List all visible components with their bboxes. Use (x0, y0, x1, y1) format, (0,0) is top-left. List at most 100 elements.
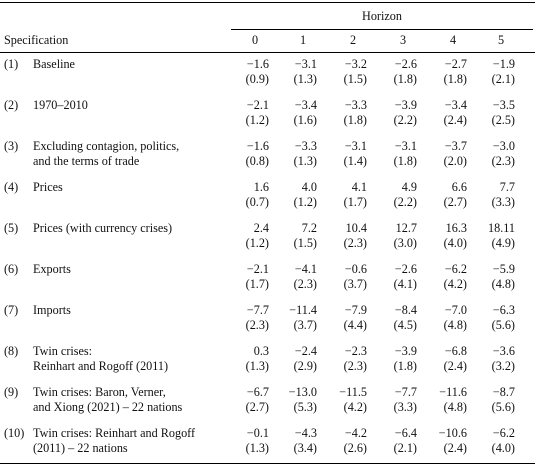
estimate-cell: −1.6 (246, 57, 269, 71)
estimate-cell: −2.1 (246, 98, 269, 112)
std-error-cell: (4.4) (343, 318, 367, 332)
row-number: (9) (4, 385, 19, 399)
row-label: Baseline (33, 57, 75, 72)
row-label-line: Reinhart and Rogoff (2011) (33, 359, 169, 373)
estimate-cell: 1.6 (253, 180, 269, 194)
estimate-cell: 16.3 (445, 221, 467, 235)
std-error-cell: (2.2) (393, 113, 417, 127)
row-label-line: 1970–2010 (33, 98, 88, 112)
horizon-col-header: 5 (497, 33, 505, 47)
std-error-cell: (4.8) (443, 318, 467, 332)
estimate-cell: 4.0 (301, 180, 317, 194)
std-error-cell: (2.4) (443, 359, 467, 373)
estimate-cell: −7.7 (246, 303, 269, 317)
estimate-cell: −4.1 (294, 262, 317, 276)
std-error-cell: (5.6) (491, 318, 515, 332)
estimate-cell: −11.6 (439, 385, 467, 399)
std-error-cell: (1.3) (293, 154, 317, 168)
estimate-cell: −2.6 (394, 57, 417, 71)
estimate-cell: −0.6 (344, 262, 367, 276)
std-error-cell: (2.1) (393, 441, 417, 455)
estimate-cell: −2.7 (444, 57, 467, 71)
top-rule (0, 2, 535, 3)
estimate-cell: −11.4 (289, 303, 317, 317)
estimate-cell: −6.2 (492, 426, 515, 440)
estimate-cell: −3.4 (294, 98, 317, 112)
row-number: (7) (4, 303, 19, 317)
estimate-cell: −2.3 (344, 344, 367, 358)
row-label-line: Twin crises: Baron, Verner, (33, 385, 166, 399)
estimate-cell: −3.1 (344, 139, 367, 153)
std-error-cell: (1.8) (443, 72, 467, 86)
estimate-cell: −2.1 (246, 262, 269, 276)
estimate-cell: 7.2 (301, 221, 317, 235)
table-row: (7) Imports −7.7 −11.4 −7.9 −8.4 −7.0 −6.3 (2.3)… (0, 299, 535, 333)
table-row: (6) Exports −2.1 −4.1 −0.6 −2.6 −6.2 −5.9 (1.7) (… (0, 258, 535, 292)
estimate-cell: −3.7 (444, 139, 467, 153)
std-error-cell: (3.2) (491, 359, 515, 373)
estimate-cell: −2.4 (294, 344, 317, 358)
table-row: (1) Baseline −1.6 −3.1 −3.2 −2.6 −2.7 −1.9 (0.9)… (0, 53, 535, 87)
row-number: (2) (4, 98, 19, 112)
estimate-cell: −1.9 (492, 57, 515, 71)
estimate-cell: −3.1 (394, 139, 417, 153)
row-label: Imports (33, 303, 71, 318)
estimate-cell: −7.7 (394, 385, 417, 399)
std-error-cell: (1.2) (293, 195, 317, 209)
row-number: (8) (4, 344, 19, 358)
estimate-cell: −3.4 (444, 98, 467, 112)
std-error-cell: (1.7) (245, 277, 269, 291)
row-label-line: and Xiong (2021) – 22 nations (33, 400, 183, 414)
row-label: Twin crises: Baron, Verner, and Xiong (20… (33, 385, 182, 415)
std-error-cell: (4.5) (393, 318, 417, 332)
std-error-cell: (1.8) (393, 72, 417, 86)
estimate-cell: 6.6 (451, 180, 467, 194)
estimate-cell: −10.6 (438, 426, 467, 440)
std-error-cell: (2.3) (343, 359, 367, 373)
table-row: (4) Prices 1.6 4.0 4.1 4.9 6.6 7.7 (0.7) (1.2) (1.… (0, 176, 535, 210)
std-error-cell: (1.8) (393, 359, 417, 373)
row-label: Twin crises: Reinhart and Rogoff (2011) –… (33, 426, 195, 456)
row-label-line: Prices (with currency crises) (33, 221, 173, 235)
estimate-cell: −6.8 (444, 344, 467, 358)
estimate-cell: −7.9 (344, 303, 367, 317)
estimate-cell: −13.0 (288, 385, 317, 399)
horizon-col-header: 4 (449, 33, 457, 47)
std-error-cell: (1.8) (343, 113, 367, 127)
std-error-cell: (2.4) (443, 441, 467, 455)
specification-header: Specification (4, 33, 69, 47)
estimate-cell: −4.2 (344, 426, 367, 440)
estimate-cell: −5.9 (492, 262, 515, 276)
std-error-cell: (2.7) (443, 195, 467, 209)
row-label-line: Excluding contagion, politics, (33, 139, 180, 153)
std-error-cell: (1.7) (343, 195, 367, 209)
estimate-cell: −11.5 (339, 385, 367, 399)
std-error-cell: (0.9) (245, 72, 269, 86)
row-label: Excluding contagion, politics, and the te… (33, 139, 179, 169)
std-error-cell: (2.4) (443, 113, 467, 127)
row-label-line: and the terms of trade (33, 154, 140, 168)
std-error-cell: (4.1) (393, 277, 417, 291)
row-label-line: Exports (33, 262, 71, 276)
std-error-cell: (3.0) (393, 236, 417, 250)
std-error-cell: (5.6) (491, 400, 515, 414)
header-rule (0, 52, 535, 53)
horizon-col-header: 1 (299, 33, 307, 47)
std-error-cell: (2.3) (491, 154, 515, 168)
std-error-cell: (2.6) (343, 441, 367, 455)
estimate-cell: −3.9 (394, 344, 417, 358)
row-label: Prices (33, 180, 63, 195)
row-label: Twin crises: Reinhart and Rogoff (2011) (33, 344, 168, 374)
std-error-cell: (0.7) (245, 195, 269, 209)
estimate-cell: 4.1 (351, 180, 367, 194)
estimate-cell: −3.6 (492, 344, 515, 358)
horizon-title: Horizon (362, 9, 402, 23)
row-label-line: Imports (33, 303, 71, 317)
table-row: (3) Excluding contagion, politics, and the… (0, 135, 535, 169)
row-label-line: Baseline (33, 57, 75, 71)
table-row: (2) 1970–2010 −2.1 −3.4 −3.3 −3.9 −3.4 −3.5 (1.2… (0, 94, 535, 128)
estimate-cell: 4.9 (401, 180, 417, 194)
std-error-cell: (3.7) (293, 318, 317, 332)
row-label-line: Twin crises: Reinhart and Rogoff (33, 426, 196, 440)
